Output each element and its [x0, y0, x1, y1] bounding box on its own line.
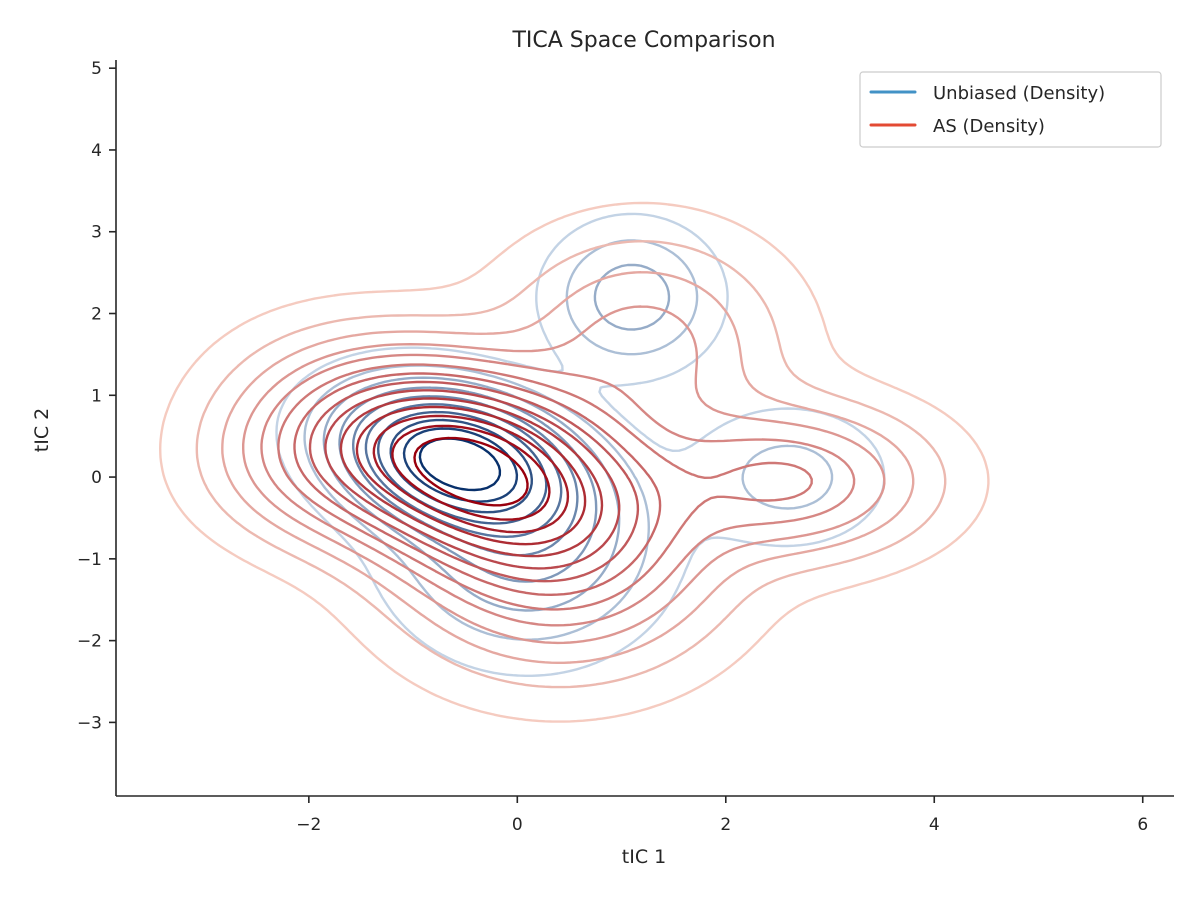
legend: Unbiased (Density) AS (Density) — [859, 71, 1162, 148]
x-tick-label: 2 — [720, 815, 731, 835]
axes: −2 0 2 4 6 −3 −2 −1 0 1 2 3 4 5 — [77, 59, 1174, 835]
as-density-contour — [372, 414, 570, 534]
y-tick-label: 2 — [91, 305, 102, 325]
y-tick-label: 4 — [91, 141, 102, 161]
as-density-contour — [355, 405, 587, 546]
y-tick-label: −1 — [77, 550, 102, 570]
as-density-contour — [159, 201, 990, 723]
y-tick-label: 1 — [91, 386, 102, 406]
as-density-contour — [339, 397, 604, 558]
as-density-contour — [293, 372, 662, 596]
as-density-contour — [324, 389, 621, 570]
y-tick-label: −2 — [77, 632, 102, 652]
chart-title: TICA Space Comparison — [511, 28, 775, 53]
as-density-contour — [260, 353, 856, 627]
x-tick-label: 0 — [512, 815, 523, 835]
legend-label-unbiased: Unbiased (Density) — [933, 83, 1105, 104]
as-density-contour — [308, 380, 640, 583]
x-tick-label: 6 — [1137, 815, 1148, 835]
y-tick-label: 0 — [91, 468, 102, 488]
as-density-contour — [391, 424, 551, 521]
y-axis-label: tIC 2 — [31, 408, 53, 452]
as-density-contour — [221, 271, 915, 664]
contour-layer — [159, 201, 990, 723]
unbiased-density-contour — [275, 212, 886, 677]
y-tick-label: 3 — [91, 223, 102, 243]
as-density-contour — [195, 240, 947, 689]
x-tick-label: −2 — [296, 815, 321, 835]
x-axis-label: tIC 1 — [622, 846, 666, 868]
y-tick-label: 5 — [91, 59, 102, 79]
y-ticks: −3 −2 −1 0 1 2 3 4 5 — [77, 59, 116, 733]
as-density-contour — [413, 436, 529, 507]
as-density-contour — [277, 363, 813, 611]
x-ticks: −2 0 2 4 6 — [296, 796, 1148, 835]
as-density-contour — [242, 305, 886, 645]
x-tick-label: 4 — [929, 815, 940, 835]
plot-area — [159, 201, 990, 723]
legend-frame — [859, 71, 1162, 148]
y-tick-label: −3 — [77, 713, 102, 733]
legend-label-as: AS (Density) — [933, 116, 1045, 137]
